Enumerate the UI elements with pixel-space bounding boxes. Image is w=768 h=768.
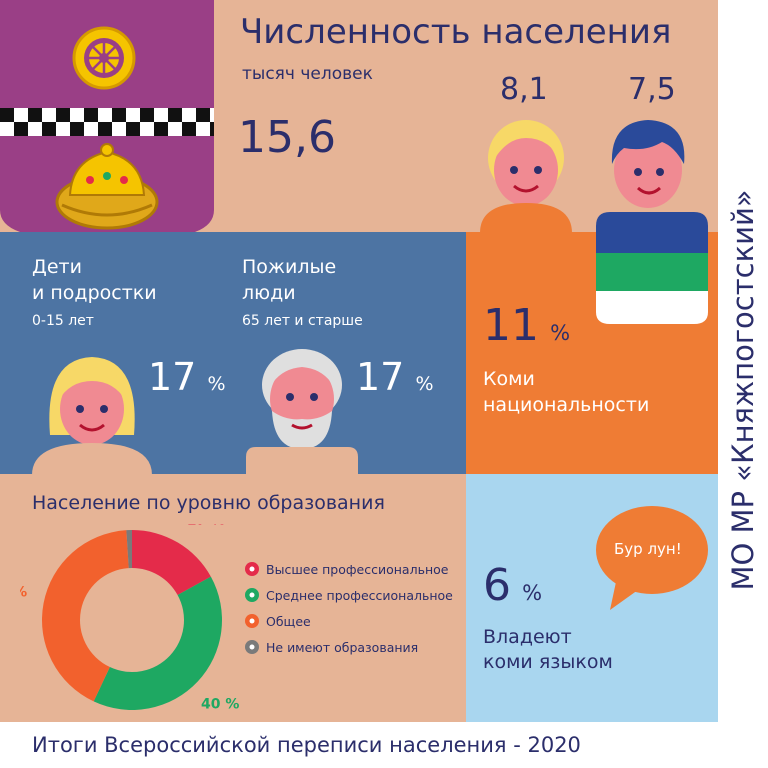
- elderly-percent-sign: %: [415, 373, 434, 395]
- legend-item-3: Общее: [245, 614, 311, 629]
- donut-slice-2: [93, 576, 222, 710]
- elderly-title-line2: люди: [242, 282, 296, 304]
- legend-label-4: Не имеют образования: [266, 640, 418, 655]
- crown-icon: [55, 143, 159, 230]
- education-title: Население по уровню образования: [32, 492, 385, 514]
- speech-bubble-text: Бур лун!: [614, 540, 682, 558]
- donut-slice-1: [132, 530, 211, 595]
- children-title-line2: и подростки: [32, 282, 157, 304]
- komi-percent-sign: %: [550, 321, 571, 345]
- side-title-strip: [718, 0, 768, 722]
- legend-swatch-dot-4: [249, 644, 255, 650]
- education-donut-chart: 17 %40 %42 %1 %Высшее профессиональноеСр…: [20, 524, 453, 712]
- legend-item-2: Среднее профессиональное: [245, 588, 453, 603]
- men-count: 7,5: [628, 72, 676, 107]
- child-avatar-icon: [32, 357, 152, 475]
- legend-label-2: Среднее профессиональное: [266, 588, 453, 603]
- children-age: 0-15 лет: [32, 313, 94, 329]
- donut-value-label-1: 17 %: [187, 524, 225, 528]
- legend-label-3: Общее: [266, 614, 311, 629]
- page-title: Численность населения: [240, 12, 672, 52]
- checkered-band: [0, 108, 214, 136]
- elderly-percent: 17 %: [356, 355, 434, 399]
- legend-item-4: Не имеют образования: [245, 640, 418, 655]
- donut-slice-4: [126, 530, 132, 569]
- elderly-avatar-icon: [246, 349, 358, 475]
- total-population: 15,6: [238, 112, 336, 163]
- komi-label-line2: национальности: [483, 394, 650, 416]
- children-percent-sign: %: [207, 373, 226, 395]
- language-label-line1: Владеют: [483, 626, 572, 648]
- coat-of-arms: [0, 0, 214, 250]
- donut-value-label-3: 42 %: [20, 584, 27, 600]
- children-percent: 17 %: [148, 355, 226, 399]
- language-percent-value: 6: [483, 560, 511, 611]
- komi-percent-value: 11: [483, 300, 539, 351]
- legend-swatch-dot-2: [249, 592, 255, 598]
- woman-avatar-icon: [480, 120, 572, 233]
- legend-swatch-dot-3: [249, 618, 255, 624]
- man-avatar-icon: [596, 120, 708, 324]
- komi-percent: 11 %: [483, 300, 570, 351]
- donut-value-label-2: 40 %: [201, 696, 239, 712]
- elderly-age: 65 лет и старше: [242, 313, 363, 329]
- donut-slice-3: [42, 530, 129, 702]
- children-title-line1: Дети: [32, 256, 82, 278]
- children-percent-value: 17: [148, 355, 197, 399]
- language-percent-sign: %: [522, 581, 543, 605]
- komi-label-line1: Коми: [483, 368, 535, 390]
- speech-bubble-icon: [596, 506, 708, 610]
- footer-text: Итоги Всероссийской переписи населения -…: [32, 733, 581, 757]
- language-percent: 6 %: [483, 560, 542, 611]
- women-count: 8,1: [500, 72, 548, 107]
- legend-label-1: Высшее профессиональное: [266, 562, 449, 577]
- elderly-title-line1: Пожилые: [242, 256, 337, 278]
- legend-item-1: Высшее профессиональное: [245, 562, 449, 577]
- elderly-percent-value: 17: [356, 355, 405, 399]
- komi-flag-shirt: [596, 212, 708, 324]
- language-label-line2: коми языком: [483, 651, 613, 673]
- side-title: МО МР «Княжпогостский»: [726, 189, 760, 591]
- unit-label: тысяч человек: [242, 64, 373, 84]
- legend-swatch-dot-1: [249, 566, 255, 572]
- sun-icon: [72, 26, 136, 90]
